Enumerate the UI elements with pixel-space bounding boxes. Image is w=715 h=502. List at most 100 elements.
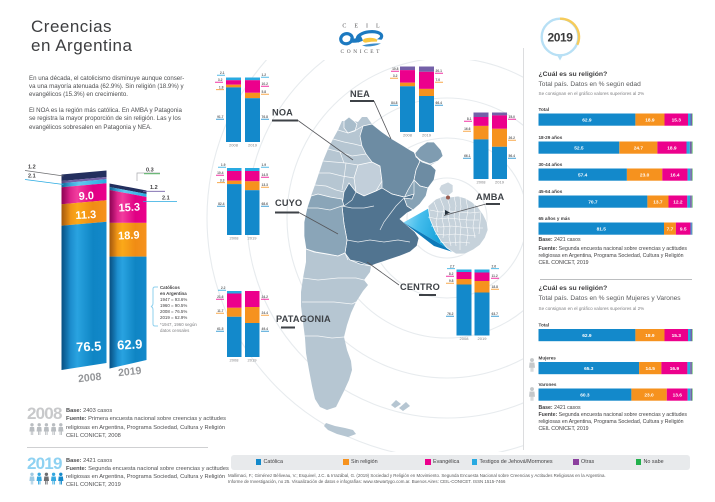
svg-text:3.3: 3.3: [220, 179, 225, 183]
svg-text:10.2: 10.2: [262, 82, 269, 86]
svg-text:2008: 2008: [230, 236, 240, 241]
svg-text:10.4: 10.4: [217, 171, 224, 175]
svg-text:PATAGONIA: PATAGONIA: [276, 314, 331, 324]
svg-text:2.1: 2.1: [162, 196, 170, 202]
svg-text:1.9: 1.9: [221, 163, 226, 167]
svg-text:68.6: 68.6: [262, 202, 269, 206]
svg-text:24.7: 24.7: [634, 145, 644, 151]
svg-text:7.0: 7.0: [436, 78, 441, 82]
svg-text:2019: 2019: [478, 336, 488, 341]
svg-text:2.1: 2.1: [220, 71, 225, 75]
svg-text:CEIL: CEIL: [342, 24, 387, 30]
svg-text:9.5: 9.5: [680, 226, 687, 232]
svg-text:21.6: 21.6: [217, 295, 224, 299]
svg-text:76.5: 76.5: [76, 338, 102, 354]
svg-text:2019: 2019: [248, 236, 258, 241]
svg-text:81.5: 81.5: [597, 226, 607, 232]
svg-text:Total: Total: [539, 107, 550, 112]
svg-text:13.6: 13.6: [673, 392, 683, 398]
svg-text:23.0: 23.0: [640, 172, 650, 178]
svg-text:84.8: 84.8: [391, 101, 398, 105]
svg-text:AMBA: AMBA: [476, 192, 505, 202]
svg-text:2008: 2008: [230, 358, 240, 363]
svg-text:76.2: 76.2: [447, 312, 454, 316]
svg-text:11.7: 11.7: [217, 309, 223, 313]
svg-text:CONICET: CONICET: [341, 49, 383, 55]
svg-text:62.9: 62.9: [117, 336, 143, 352]
svg-text:15.3: 15.3: [672, 333, 682, 339]
svg-text:60.3: 60.3: [580, 392, 590, 398]
svg-text:3.2: 3.2: [393, 74, 398, 78]
svg-text:76.8: 76.8: [262, 115, 269, 119]
svg-text:15.0: 15.0: [509, 115, 516, 119]
svg-text:8.1: 8.1: [467, 117, 472, 121]
svg-text:18.9: 18.9: [667, 145, 677, 151]
svg-text:24.4: 24.4: [262, 311, 269, 315]
svg-text:2019: 2019: [248, 143, 258, 148]
svg-text:18-29 años: 18-29 años: [539, 135, 563, 140]
svg-text:62.9: 62.9: [582, 333, 592, 339]
svg-text:8.2: 8.2: [449, 272, 454, 276]
svg-text:2019: 2019: [118, 365, 143, 379]
svg-text:2019: 2019: [248, 358, 258, 363]
svg-text:12.2: 12.2: [673, 199, 683, 205]
svg-text:11.3: 11.3: [75, 209, 96, 222]
svg-text:1.8: 1.8: [219, 86, 224, 90]
svg-text:30-44 años: 30-44 años: [539, 162, 563, 167]
svg-text:70.7: 70.7: [588, 199, 598, 205]
svg-text:NOA: NOA: [272, 108, 293, 118]
svg-text:2019: 2019: [547, 31, 573, 45]
svg-text:5.8: 5.8: [262, 90, 267, 94]
svg-text:14.5: 14.5: [646, 366, 656, 372]
svg-text:3.2: 3.2: [218, 78, 223, 82]
svg-text:9.0: 9.0: [78, 190, 94, 203]
svg-text:1.9: 1.9: [262, 163, 267, 167]
svg-text:1.2: 1.2: [28, 165, 36, 171]
svg-text:CUYO: CUYO: [275, 198, 302, 208]
svg-text:65 años y más: 65 años y más: [539, 216, 571, 221]
svg-text:13.7: 13.7: [653, 199, 663, 205]
svg-text:49.4: 49.4: [262, 327, 269, 331]
svg-text:24.2: 24.2: [262, 295, 269, 299]
svg-text:16.9: 16.9: [670, 366, 680, 372]
svg-text:16.6: 16.6: [464, 127, 471, 131]
svg-text:62.9: 62.9: [582, 117, 592, 123]
svg-text:2.7: 2.7: [450, 265, 455, 269]
svg-text:11.2: 11.2: [492, 274, 498, 278]
svg-text:15.3: 15.3: [672, 117, 682, 123]
svg-text:2008: 2008: [477, 180, 487, 185]
svg-text:2019: 2019: [495, 180, 505, 185]
svg-text:56.4: 56.4: [509, 154, 516, 158]
svg-text:18.9: 18.9: [118, 229, 140, 242]
svg-text:66.4: 66.4: [436, 101, 443, 105]
svg-text:14.5: 14.5: [262, 173, 269, 177]
svg-text:2008: 2008: [403, 133, 413, 138]
svg-text:57.4: 57.4: [578, 172, 588, 178]
svg-text:2008: 2008: [78, 371, 103, 385]
svg-text:NEA: NEA: [350, 89, 370, 99]
svg-text:2.6: 2.6: [492, 265, 497, 269]
svg-text:13.3: 13.3: [262, 183, 269, 187]
svg-text:1.2: 1.2: [262, 73, 267, 77]
svg-text:Mujeres: Mujeres: [539, 356, 557, 361]
svg-text:52.5: 52.5: [574, 145, 584, 151]
svg-text:Varones: Varones: [539, 382, 557, 387]
svg-text:1.2: 1.2: [150, 185, 158, 191]
svg-text:63.7: 63.7: [492, 312, 499, 316]
svg-text:26.2: 26.2: [509, 136, 516, 140]
svg-text:61.5: 61.5: [217, 327, 224, 331]
svg-text:18.8: 18.8: [492, 285, 499, 289]
svg-text:2008: 2008: [229, 143, 239, 148]
svg-text:45-64 años: 45-64 años: [539, 189, 563, 194]
svg-text:0.3: 0.3: [146, 168, 154, 174]
svg-text:82.4: 82.4: [218, 202, 225, 206]
svg-text:2.2: 2.2: [221, 286, 226, 290]
svg-text:20.1: 20.1: [436, 69, 443, 73]
svg-text:7.7: 7.7: [667, 226, 674, 232]
svg-text:10.8: 10.8: [392, 67, 399, 71]
svg-text:2.1: 2.1: [28, 174, 36, 180]
svg-text:18.9: 18.9: [645, 333, 655, 339]
svg-text:23.0: 23.0: [644, 392, 654, 398]
svg-text:2019: 2019: [422, 133, 432, 138]
svg-text:18.9: 18.9: [645, 117, 655, 123]
